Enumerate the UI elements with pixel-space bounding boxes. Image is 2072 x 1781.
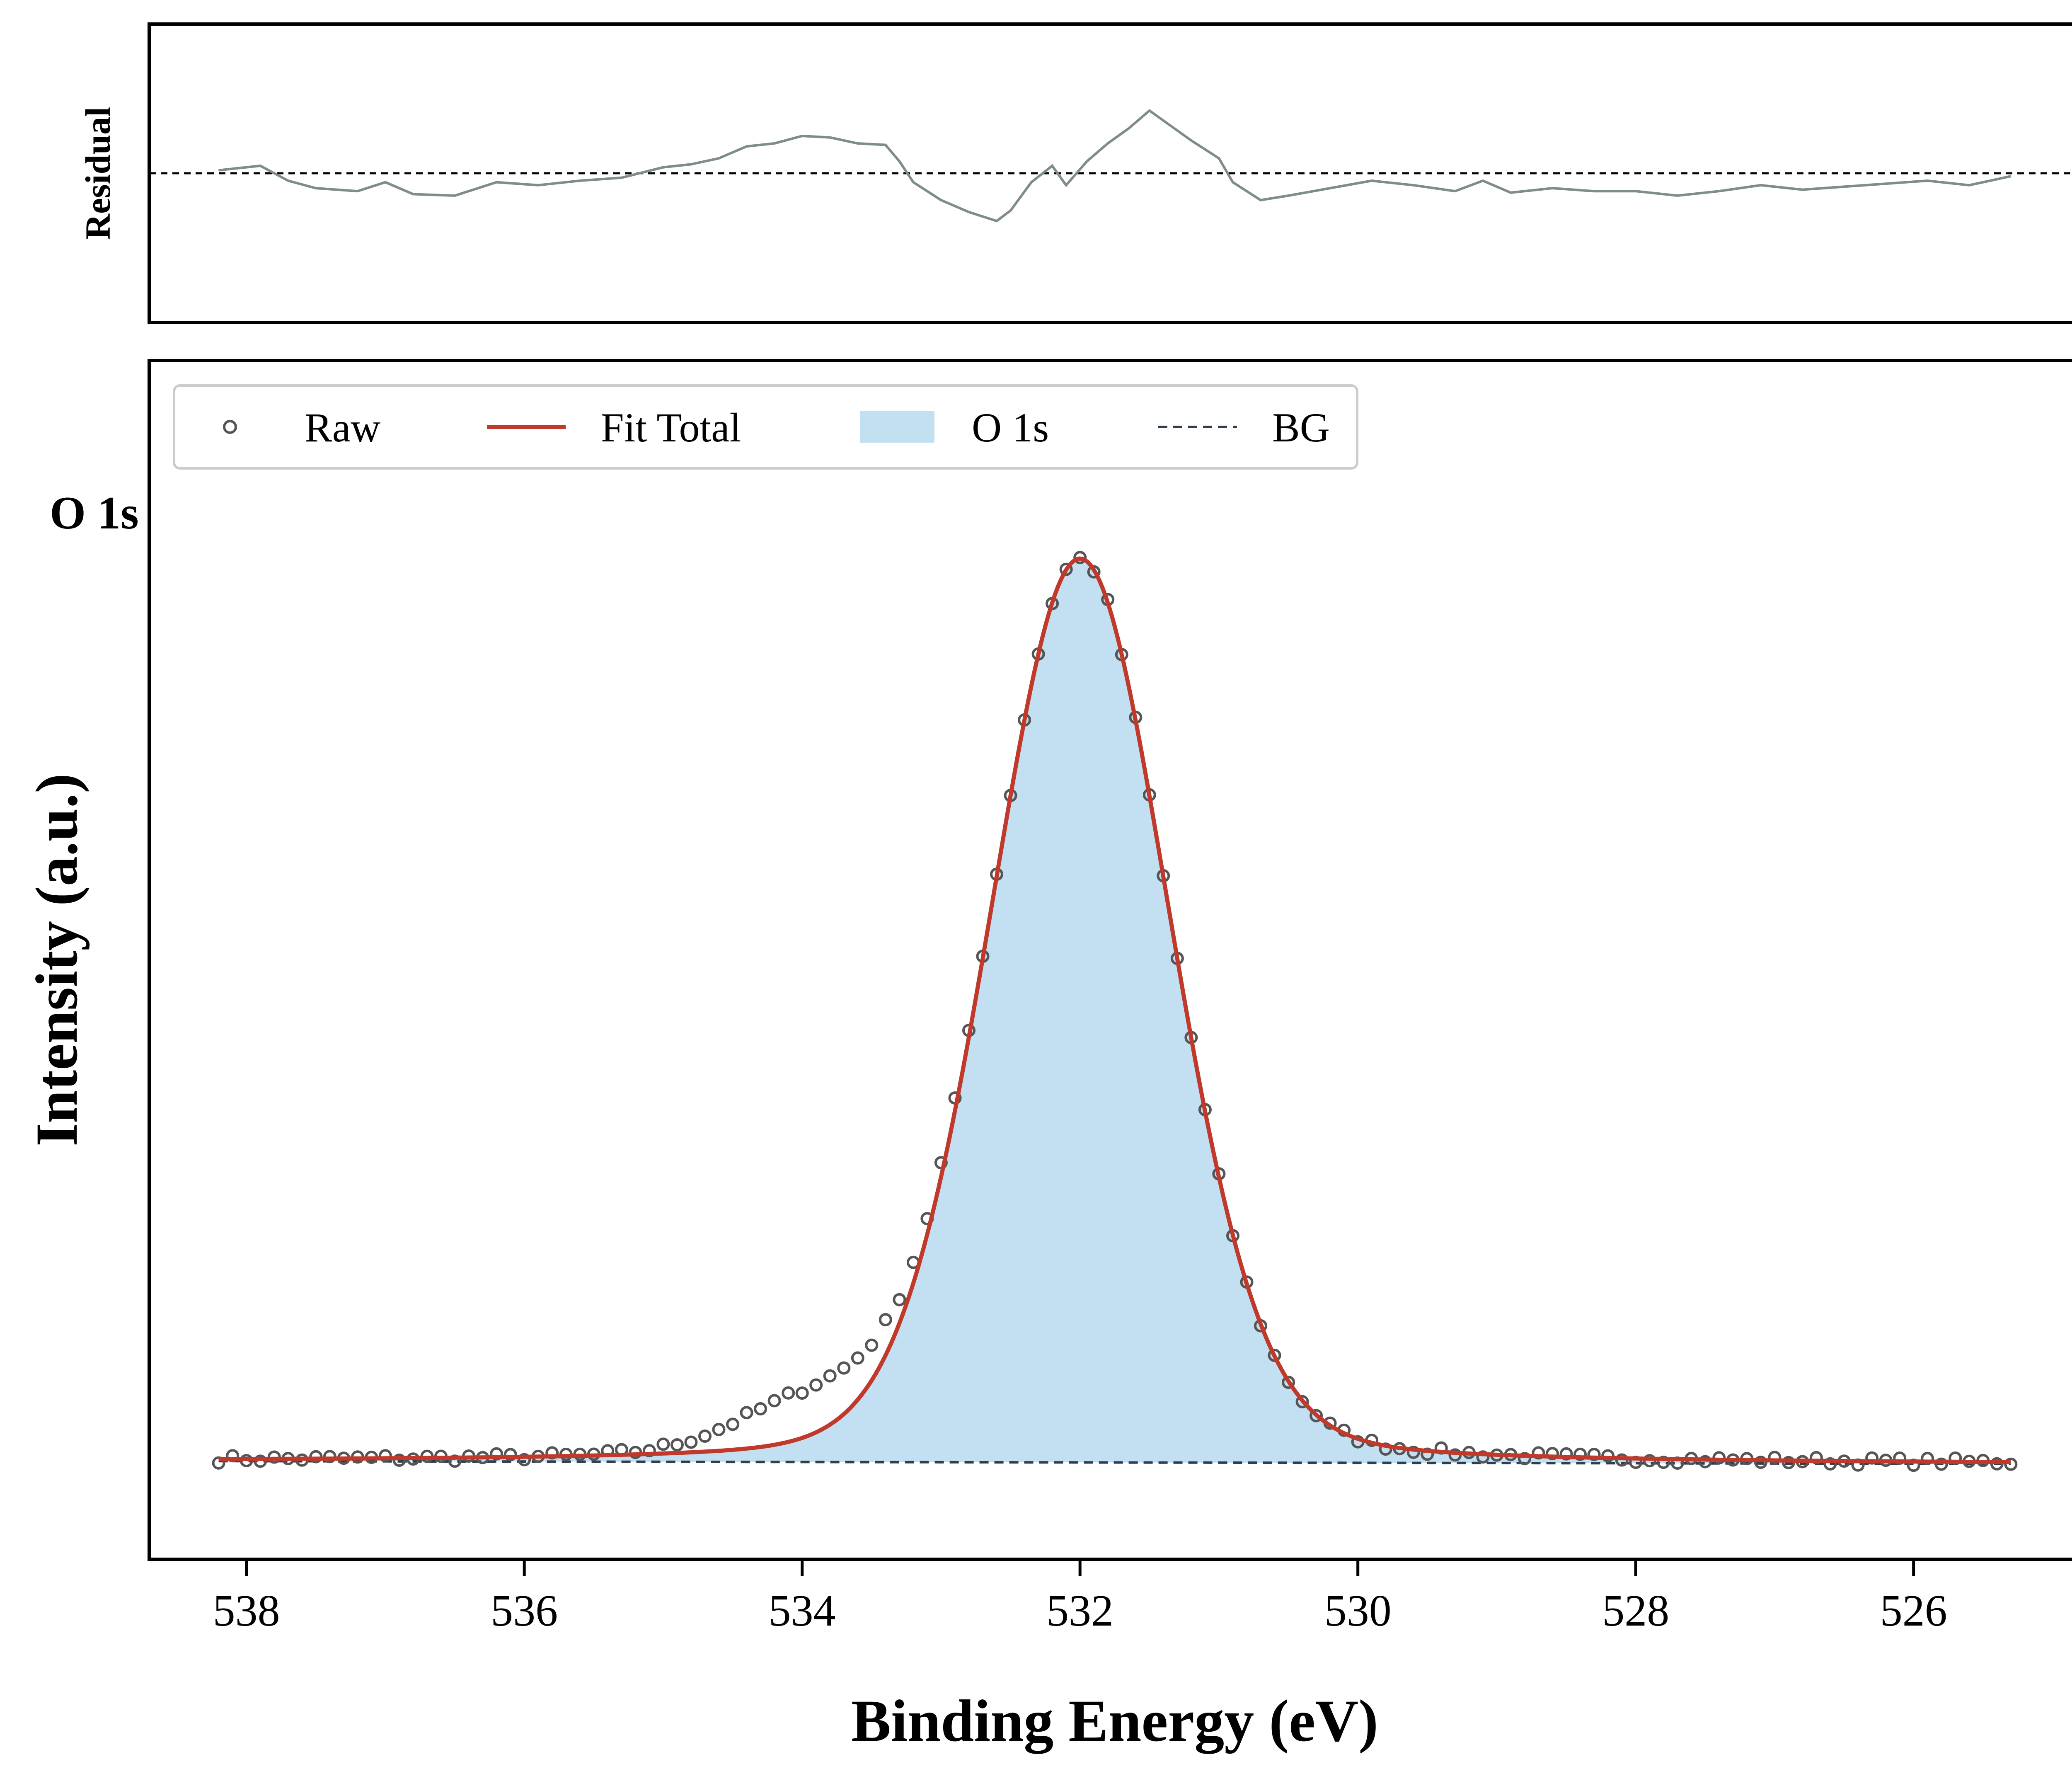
raw-point <box>1810 1451 1823 1464</box>
legend-raw-label: Raw <box>305 405 380 451</box>
residual-frame <box>148 22 2072 324</box>
legend: Raw Fit Total O 1s BG <box>173 384 1358 470</box>
raw-point <box>670 1438 684 1451</box>
legend-raw-marker <box>223 420 237 434</box>
raw-point <box>1406 1445 1420 1459</box>
raw-point <box>684 1435 698 1449</box>
raw-point <box>490 1447 503 1461</box>
raw-point <box>1059 562 1073 576</box>
legend-box <box>173 384 1358 470</box>
legend-o1s-marker <box>860 411 934 443</box>
raw-point <box>1587 1448 1601 1461</box>
raw-point <box>378 1449 392 1463</box>
raw-point <box>795 1386 809 1400</box>
legend-bg-label: BG <box>1272 405 1330 451</box>
raw-point <box>1546 1447 1559 1460</box>
raw-point <box>837 1361 851 1375</box>
residual-series-line <box>218 109 2011 223</box>
raw-point <box>1282 1376 1295 1389</box>
y-axis-title: Intensity (a.u.) <box>24 773 90 1146</box>
legend-o1s-label: O 1s <box>972 405 1049 451</box>
o1s-peak-area <box>218 558 2011 1464</box>
raw-point <box>865 1338 879 1352</box>
raw-point <box>1865 1451 1879 1465</box>
raw-point <box>1310 1409 1323 1422</box>
raw-point <box>1559 1447 1573 1461</box>
raw-point <box>1295 1395 1309 1408</box>
x-tick-label: 530 <box>1324 1586 1392 1636</box>
fit-total-line <box>218 556 2011 1464</box>
raw-point <box>740 1406 753 1420</box>
raw-point <box>698 1430 712 1443</box>
raw-point <box>879 1313 892 1326</box>
x-tick-label: 532 <box>1046 1586 1113 1636</box>
x-tick-label: 534 <box>769 1586 836 1636</box>
raw-point <box>1573 1447 1587 1461</box>
raw-point <box>1921 1451 1934 1465</box>
main-panel: 538 536 534 532 530 528 526 Binding Energy (eV… <box>24 359 2072 1754</box>
peak-annotation: O 1s <box>50 487 139 539</box>
raw-point <box>754 1402 767 1415</box>
raw-point <box>767 1394 781 1408</box>
raw-point <box>2004 1457 2018 1471</box>
legend-fit-label: Fit Total <box>601 405 741 451</box>
raw-point <box>782 1386 795 1400</box>
raw-point <box>823 1369 837 1383</box>
raw-point <box>1768 1451 1782 1464</box>
x-tick-label: 528 <box>1602 1586 1669 1636</box>
raw-point <box>893 1293 906 1306</box>
raw-point <box>518 1453 531 1466</box>
x-tick-label: 526 <box>1880 1586 1947 1636</box>
raw-point <box>1893 1451 1907 1465</box>
x-tick-label: 538 <box>213 1586 280 1636</box>
raw-point <box>1934 1457 1948 1471</box>
raw-point <box>851 1351 864 1365</box>
residual-panel: Residual <box>78 22 2072 324</box>
raw-point <box>1073 551 1087 565</box>
raw-point <box>642 1444 656 1458</box>
raw-point <box>254 1454 267 1468</box>
raw-point <box>1823 1457 1837 1471</box>
raw-point <box>809 1378 823 1392</box>
x-axis-title: Binding Energy (eV) <box>851 1688 1378 1754</box>
raw-point <box>1532 1446 1545 1460</box>
raw-point <box>712 1423 726 1436</box>
raw-point <box>1518 1452 1531 1466</box>
residual-axis-label: Residual <box>78 107 118 240</box>
main-frame <box>148 359 2072 1561</box>
raw-point <box>726 1418 740 1431</box>
raw-point <box>656 1437 670 1451</box>
x-tick-label: 536 <box>491 1586 558 1636</box>
raw-point <box>1476 1450 1490 1464</box>
raw-point <box>503 1448 517 1461</box>
raw-point <box>1268 1348 1281 1362</box>
background-line <box>218 1460 2011 1465</box>
x-axis-ticks: 538 536 534 532 530 528 526 <box>213 1559 1947 1636</box>
